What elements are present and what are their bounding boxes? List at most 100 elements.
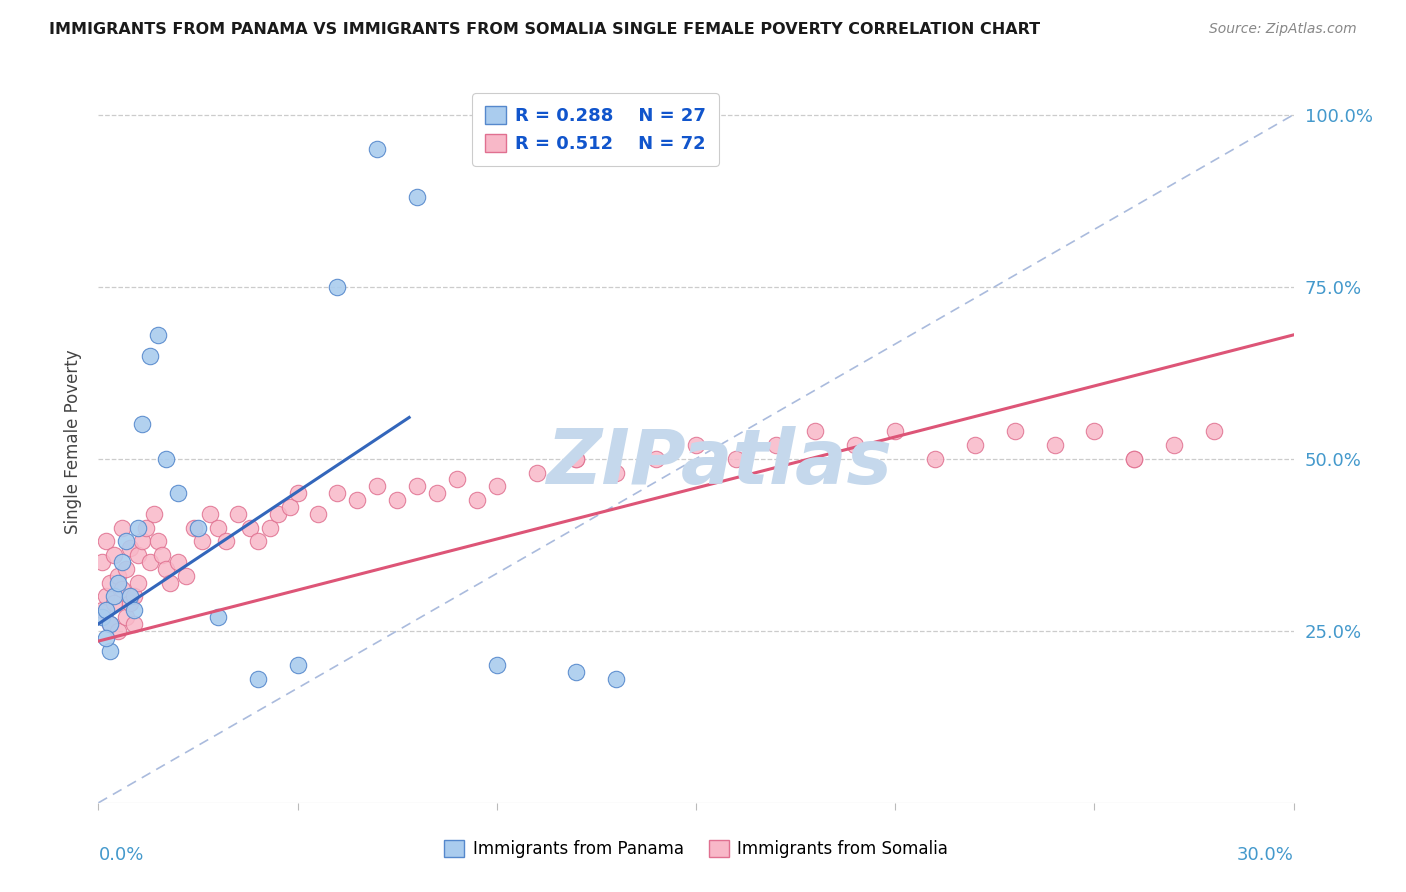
Point: [385, 493, 409, 508]
Point: [1163, 438, 1185, 452]
Point: [139, 349, 162, 363]
Point: [1123, 451, 1146, 466]
Point: [426, 486, 449, 500]
Point: [287, 658, 309, 673]
Point: [287, 486, 309, 500]
Point: [139, 555, 162, 569]
Point: [884, 424, 907, 438]
Point: [98, 575, 122, 590]
Point: [98, 616, 122, 631]
Point: [465, 493, 488, 508]
Point: [485, 479, 508, 493]
Point: [1202, 424, 1225, 438]
Point: [278, 500, 301, 514]
Point: [143, 507, 166, 521]
Point: [685, 438, 707, 452]
Point: [96, 534, 118, 549]
Point: [565, 665, 588, 679]
Point: [191, 534, 214, 549]
Point: [103, 590, 125, 604]
Point: [131, 534, 153, 549]
Point: [167, 486, 190, 500]
Point: [446, 472, 468, 486]
Point: [804, 424, 827, 438]
Point: [1083, 424, 1105, 438]
Point: [115, 562, 138, 576]
Text: ZIPatlas: ZIPatlas: [547, 426, 893, 500]
Text: IMMIGRANTS FROM PANAMA VS IMMIGRANTS FROM SOMALIA SINGLE FEMALE POVERTY CORRELAT: IMMIGRANTS FROM PANAMA VS IMMIGRANTS FRO…: [49, 22, 1040, 37]
Point: [120, 541, 142, 556]
Point: [96, 631, 118, 645]
Point: [98, 644, 122, 658]
Point: [187, 520, 209, 534]
Point: [1123, 451, 1146, 466]
Point: [526, 466, 548, 480]
Point: [645, 451, 668, 466]
Point: [124, 590, 146, 604]
Point: [159, 575, 181, 590]
Point: [96, 590, 118, 604]
Point: [346, 493, 368, 508]
Point: [207, 520, 229, 534]
Point: [406, 479, 429, 493]
Point: [91, 603, 114, 617]
Point: [127, 520, 149, 534]
Legend: Immigrants from Panama, Immigrants from Somalia: Immigrants from Panama, Immigrants from …: [436, 832, 956, 867]
Point: [724, 451, 747, 466]
Point: [115, 610, 138, 624]
Point: [124, 616, 146, 631]
Point: [326, 486, 349, 500]
Point: [485, 658, 508, 673]
Point: [127, 575, 149, 590]
Point: [267, 507, 290, 521]
Point: [155, 562, 177, 576]
Point: [183, 520, 205, 534]
Point: [844, 438, 866, 452]
Text: 0.0%: 0.0%: [98, 847, 143, 864]
Point: [107, 575, 129, 590]
Point: [135, 520, 157, 534]
Point: [239, 520, 262, 534]
Point: [167, 555, 190, 569]
Point: [103, 596, 125, 610]
Point: [111, 555, 134, 569]
Point: [366, 142, 388, 156]
Point: [246, 672, 269, 686]
Point: [1004, 424, 1026, 438]
Point: [215, 534, 238, 549]
Text: 30.0%: 30.0%: [1237, 847, 1294, 864]
Point: [924, 451, 946, 466]
Point: [155, 451, 177, 466]
Point: [226, 507, 249, 521]
Point: [96, 603, 118, 617]
Point: [98, 616, 122, 631]
Point: [259, 520, 281, 534]
Point: [91, 555, 114, 569]
Point: [91, 610, 114, 624]
Point: [565, 451, 588, 466]
Point: [1043, 438, 1066, 452]
Point: [148, 534, 170, 549]
Point: [246, 534, 269, 549]
Point: [565, 451, 588, 466]
Point: [207, 610, 229, 624]
Point: [174, 568, 197, 582]
Point: [307, 507, 329, 521]
Point: [605, 466, 627, 480]
Point: [103, 548, 125, 562]
Point: [111, 520, 134, 534]
Point: [120, 590, 142, 604]
Point: [131, 417, 153, 432]
Point: [127, 548, 149, 562]
Y-axis label: Single Female Poverty: Single Female Poverty: [65, 350, 83, 533]
Point: [150, 548, 173, 562]
Point: [605, 672, 627, 686]
Point: [115, 534, 138, 549]
Point: [326, 279, 349, 293]
Point: [111, 582, 134, 597]
Point: [198, 507, 221, 521]
Point: [120, 596, 142, 610]
Point: [148, 327, 170, 342]
Text: Source: ZipAtlas.com: Source: ZipAtlas.com: [1209, 22, 1357, 37]
Point: [107, 624, 129, 638]
